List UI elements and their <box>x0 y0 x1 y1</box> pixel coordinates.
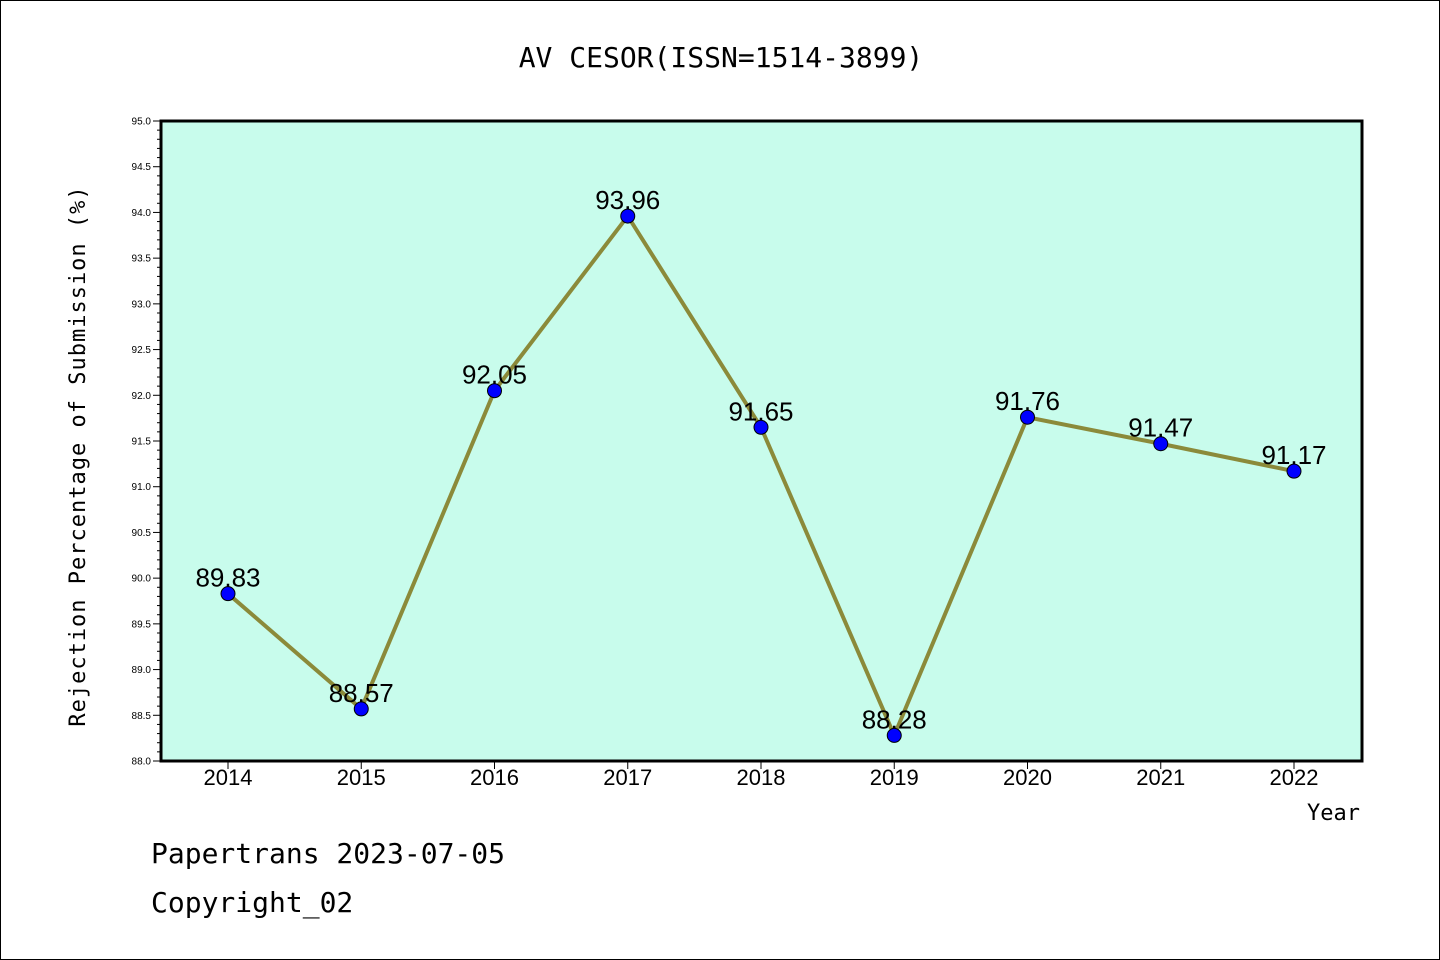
y-tick-label: 94.5 <box>132 162 152 173</box>
x-tick-label: 2018 <box>737 765 786 790</box>
data-labels: 89.83 88.57 92.05 93.96 91.65 88.28 91.76 91.47… <box>195 185 1326 734</box>
y-tick-label: 88.5 <box>132 711 152 722</box>
x-tick-label: 2016 <box>470 765 519 790</box>
x-tick-label: 2020 <box>1003 765 1052 790</box>
data-point <box>886 727 902 743</box>
y-tick-label: 95.0 <box>132 117 152 128</box>
y-tick-label: 89.0 <box>132 665 152 676</box>
data-label: 91.76 <box>995 386 1060 416</box>
plot-frame <box>159 119 1364 763</box>
y-axis-ticks: 88.0 88.5 89.0 89.5 90.0 90.5 91.0 91.5 92.0 92.5… <box>132 117 161 768</box>
y-tick-label: 91.0 <box>132 482 152 493</box>
data-label: 92.05 <box>462 360 527 390</box>
chart-title: AV CESOR(ISSN=1514-3899) <box>519 41 924 74</box>
x-axis-label: Year <box>1307 801 1360 826</box>
y-tick-label: 88.0 <box>132 757 152 768</box>
y-tick-label: 89.5 <box>132 619 152 630</box>
data-point <box>220 586 236 602</box>
data-label: 91.17 <box>1261 440 1326 470</box>
x-tick-label: 2015 <box>337 765 386 790</box>
data-label: 91.65 <box>728 396 793 426</box>
data-point <box>1153 436 1169 452</box>
x-tick-label: 2022 <box>1270 765 1319 790</box>
data-point <box>753 419 769 435</box>
y-tick-label: 94.0 <box>132 208 152 219</box>
y-axis-label: Rejection Percentage of Submission (%) <box>66 185 91 726</box>
data-point <box>487 383 502 399</box>
y-tick-label: 92.0 <box>132 391 152 402</box>
y-tick-label: 93.5 <box>132 254 152 265</box>
data-label: 88.57 <box>329 678 394 708</box>
x-tick-label: 2021 <box>1136 765 1185 790</box>
data-markers <box>220 208 1302 743</box>
data-point <box>353 701 369 717</box>
y-tick-label: 90.0 <box>132 574 152 585</box>
footer-date-text: Papertrans 2023-07-05 <box>151 837 506 870</box>
data-label: 89.83 <box>195 563 260 593</box>
footer-copyright-text: Copyright_02 <box>151 886 354 919</box>
x-tick-label: 2017 <box>603 765 652 790</box>
x-axis-ticks: 2014 2015 2016 2017 2018 2019 2020 2021 2022 <box>204 761 1319 790</box>
data-point <box>620 208 636 224</box>
y-tick-label: 93.0 <box>132 299 152 310</box>
data-point <box>1020 409 1035 425</box>
y-tick-label: 91.5 <box>132 437 152 448</box>
x-tick-label: 2019 <box>870 765 919 790</box>
y-tick-label: 90.5 <box>132 528 152 539</box>
data-label: 88.28 <box>862 704 927 734</box>
data-label: 93.96 <box>595 185 660 215</box>
data-label: 91.47 <box>1128 413 1193 443</box>
y-tick-label: 92.5 <box>132 345 152 356</box>
data-point <box>1286 463 1302 479</box>
x-tick-label: 2014 <box>204 765 253 790</box>
